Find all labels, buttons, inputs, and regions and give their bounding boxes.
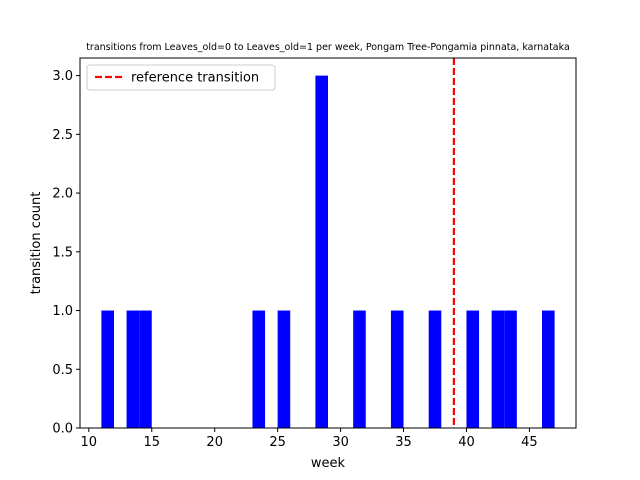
y-tick-label: 1.5 <box>52 245 73 260</box>
y-tick-label: 0.0 <box>52 422 73 437</box>
y-tick-label: 2.0 <box>52 187 73 202</box>
bar-week-42 <box>491 310 505 428</box>
x-tick-label: 20 <box>206 435 223 450</box>
y-tick-label: 3.0 <box>52 69 73 84</box>
bar-week-43 <box>504 310 517 428</box>
x-axis-label: week <box>311 456 346 471</box>
y-axis-ticks: 0.0 0.5 1.0 1.5 2.0 2.5 3.0 <box>52 69 80 437</box>
y-tick-label: 2.5 <box>52 128 73 143</box>
x-tick-label: 30 <box>332 435 349 450</box>
bar-week-37 <box>428 310 442 428</box>
y-tick-label: 1.0 <box>52 304 73 319</box>
x-tick-label: 25 <box>269 435 286 450</box>
x-tick-label: 10 <box>81 435 98 450</box>
legend: reference transition <box>86 64 276 91</box>
x-tick-label: 15 <box>143 435 160 450</box>
bar-week-28 <box>315 75 328 428</box>
y-axis-label: transition count <box>29 192 44 295</box>
x-tick-label: 40 <box>458 435 475 450</box>
legend-reference-label: reference transition <box>131 71 259 86</box>
bars <box>101 75 555 428</box>
x-tick-label: 45 <box>521 435 538 450</box>
plot-frame <box>79 57 577 429</box>
bar-week-25 <box>277 310 291 428</box>
bar-week-40 <box>466 310 480 428</box>
legend-box <box>86 64 276 91</box>
x-tick-label: 35 <box>395 435 412 450</box>
bar-week-23 <box>252 310 266 428</box>
bar-week-11 <box>101 310 114 428</box>
bar-week-34 <box>390 310 404 428</box>
bar-week-46 <box>542 310 555 428</box>
x-axis-ticks: 10 15 20 25 30 35 40 45 <box>81 428 538 450</box>
bar-week-14 <box>139 310 152 428</box>
y-tick-label: 0.5 <box>52 363 73 378</box>
chart-title: transitions from Leaves_old=0 to Leaves_… <box>86 42 570 53</box>
bar-week-31 <box>353 310 366 428</box>
bar-week-13 <box>126 310 140 428</box>
